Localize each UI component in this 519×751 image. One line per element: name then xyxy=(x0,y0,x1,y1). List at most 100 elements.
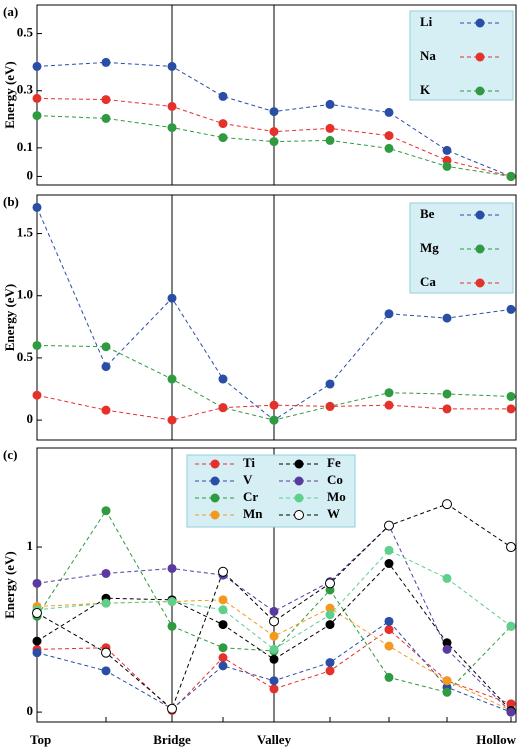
legend-box xyxy=(409,10,514,101)
legend-marker xyxy=(475,52,485,62)
data-point xyxy=(167,415,177,425)
data-point xyxy=(101,342,111,352)
y-tick-label: 0.5 xyxy=(17,25,34,40)
legend-marker xyxy=(475,18,485,28)
data-point xyxy=(442,499,452,510)
data-point xyxy=(101,362,111,372)
data-point xyxy=(325,666,335,676)
data-point xyxy=(167,374,177,384)
y-axis-label: Energy (eV) xyxy=(2,551,17,619)
data-point xyxy=(384,625,394,635)
data-point xyxy=(269,644,279,654)
data-point xyxy=(506,171,516,181)
data-point xyxy=(32,578,42,588)
data-point xyxy=(32,608,42,619)
data-point xyxy=(506,304,516,314)
legend-marker xyxy=(475,278,485,288)
data-point xyxy=(506,391,516,401)
data-point xyxy=(384,107,394,117)
data-point xyxy=(442,313,452,323)
data-point xyxy=(218,133,228,143)
data-point xyxy=(218,643,228,653)
data-point xyxy=(167,563,177,573)
data-point xyxy=(269,676,279,686)
y-tick-label: 1.0 xyxy=(17,287,33,302)
data-point xyxy=(269,684,279,694)
data-point xyxy=(384,559,394,569)
data-point xyxy=(218,119,228,129)
legend-label: Ti xyxy=(243,455,255,470)
legend-label: Mo xyxy=(327,489,346,504)
legend-box xyxy=(409,202,514,294)
data-point xyxy=(442,573,452,583)
data-point xyxy=(325,603,335,613)
series-line xyxy=(36,524,512,713)
legend-label: V xyxy=(243,472,253,487)
legend-marker xyxy=(294,476,304,486)
y-tick-label: 0.3 xyxy=(17,82,34,97)
data-point xyxy=(384,616,394,626)
data-point xyxy=(269,415,279,425)
data-point xyxy=(167,123,177,133)
legend-marker xyxy=(475,210,485,220)
data-point xyxy=(325,99,335,109)
data-point xyxy=(101,666,111,676)
data-point xyxy=(269,127,279,137)
data-point xyxy=(442,389,452,399)
data-point xyxy=(384,309,394,319)
y-tick-label: 0 xyxy=(27,411,34,426)
data-point xyxy=(218,595,228,605)
data-point xyxy=(506,707,516,717)
data-point xyxy=(384,545,394,555)
data-point xyxy=(325,401,335,411)
data-point xyxy=(442,161,452,171)
y-axis-label: Energy (eV) xyxy=(2,61,17,129)
y-tick-label: 0 xyxy=(27,703,34,718)
data-point xyxy=(442,644,452,654)
data-point xyxy=(325,620,335,630)
legend-label: K xyxy=(420,82,431,97)
data-point xyxy=(442,687,452,697)
legend-label: Li xyxy=(420,14,433,29)
data-point xyxy=(101,405,111,415)
data-point xyxy=(218,403,228,413)
data-point xyxy=(442,145,452,155)
plot-frame xyxy=(36,194,517,441)
data-point xyxy=(167,703,177,714)
data-point xyxy=(269,400,279,410)
data-point xyxy=(218,374,228,384)
data-point xyxy=(506,699,516,709)
legend-label: Be xyxy=(420,206,435,221)
data-point xyxy=(442,404,452,414)
data-point xyxy=(218,620,228,630)
legend-label: Fe xyxy=(327,455,341,470)
x-tick-label: Hollow xyxy=(476,732,516,747)
data-point xyxy=(325,379,335,389)
data-point xyxy=(269,631,279,641)
data-point xyxy=(384,388,394,398)
data-point xyxy=(269,137,279,147)
data-point xyxy=(384,131,394,141)
legend-marker xyxy=(210,459,220,469)
legend-marker xyxy=(475,86,485,96)
data-point xyxy=(218,661,228,671)
data-point xyxy=(506,542,516,553)
data-point xyxy=(32,61,42,71)
y-tick-label: 0 xyxy=(27,167,34,182)
data-point xyxy=(101,57,111,67)
legend-marker xyxy=(294,493,304,503)
data-point xyxy=(32,340,42,350)
data-point xyxy=(167,101,177,111)
data-point xyxy=(167,621,177,631)
data-point xyxy=(506,404,516,414)
legend-marker xyxy=(210,510,220,520)
legend-marker xyxy=(210,476,220,486)
data-point xyxy=(32,390,42,400)
data-point xyxy=(325,123,335,133)
data-point xyxy=(384,400,394,410)
data-point xyxy=(167,61,177,71)
series-line xyxy=(36,549,512,650)
y-axis-label: Energy (eV) xyxy=(2,284,17,352)
data-point xyxy=(167,293,177,303)
